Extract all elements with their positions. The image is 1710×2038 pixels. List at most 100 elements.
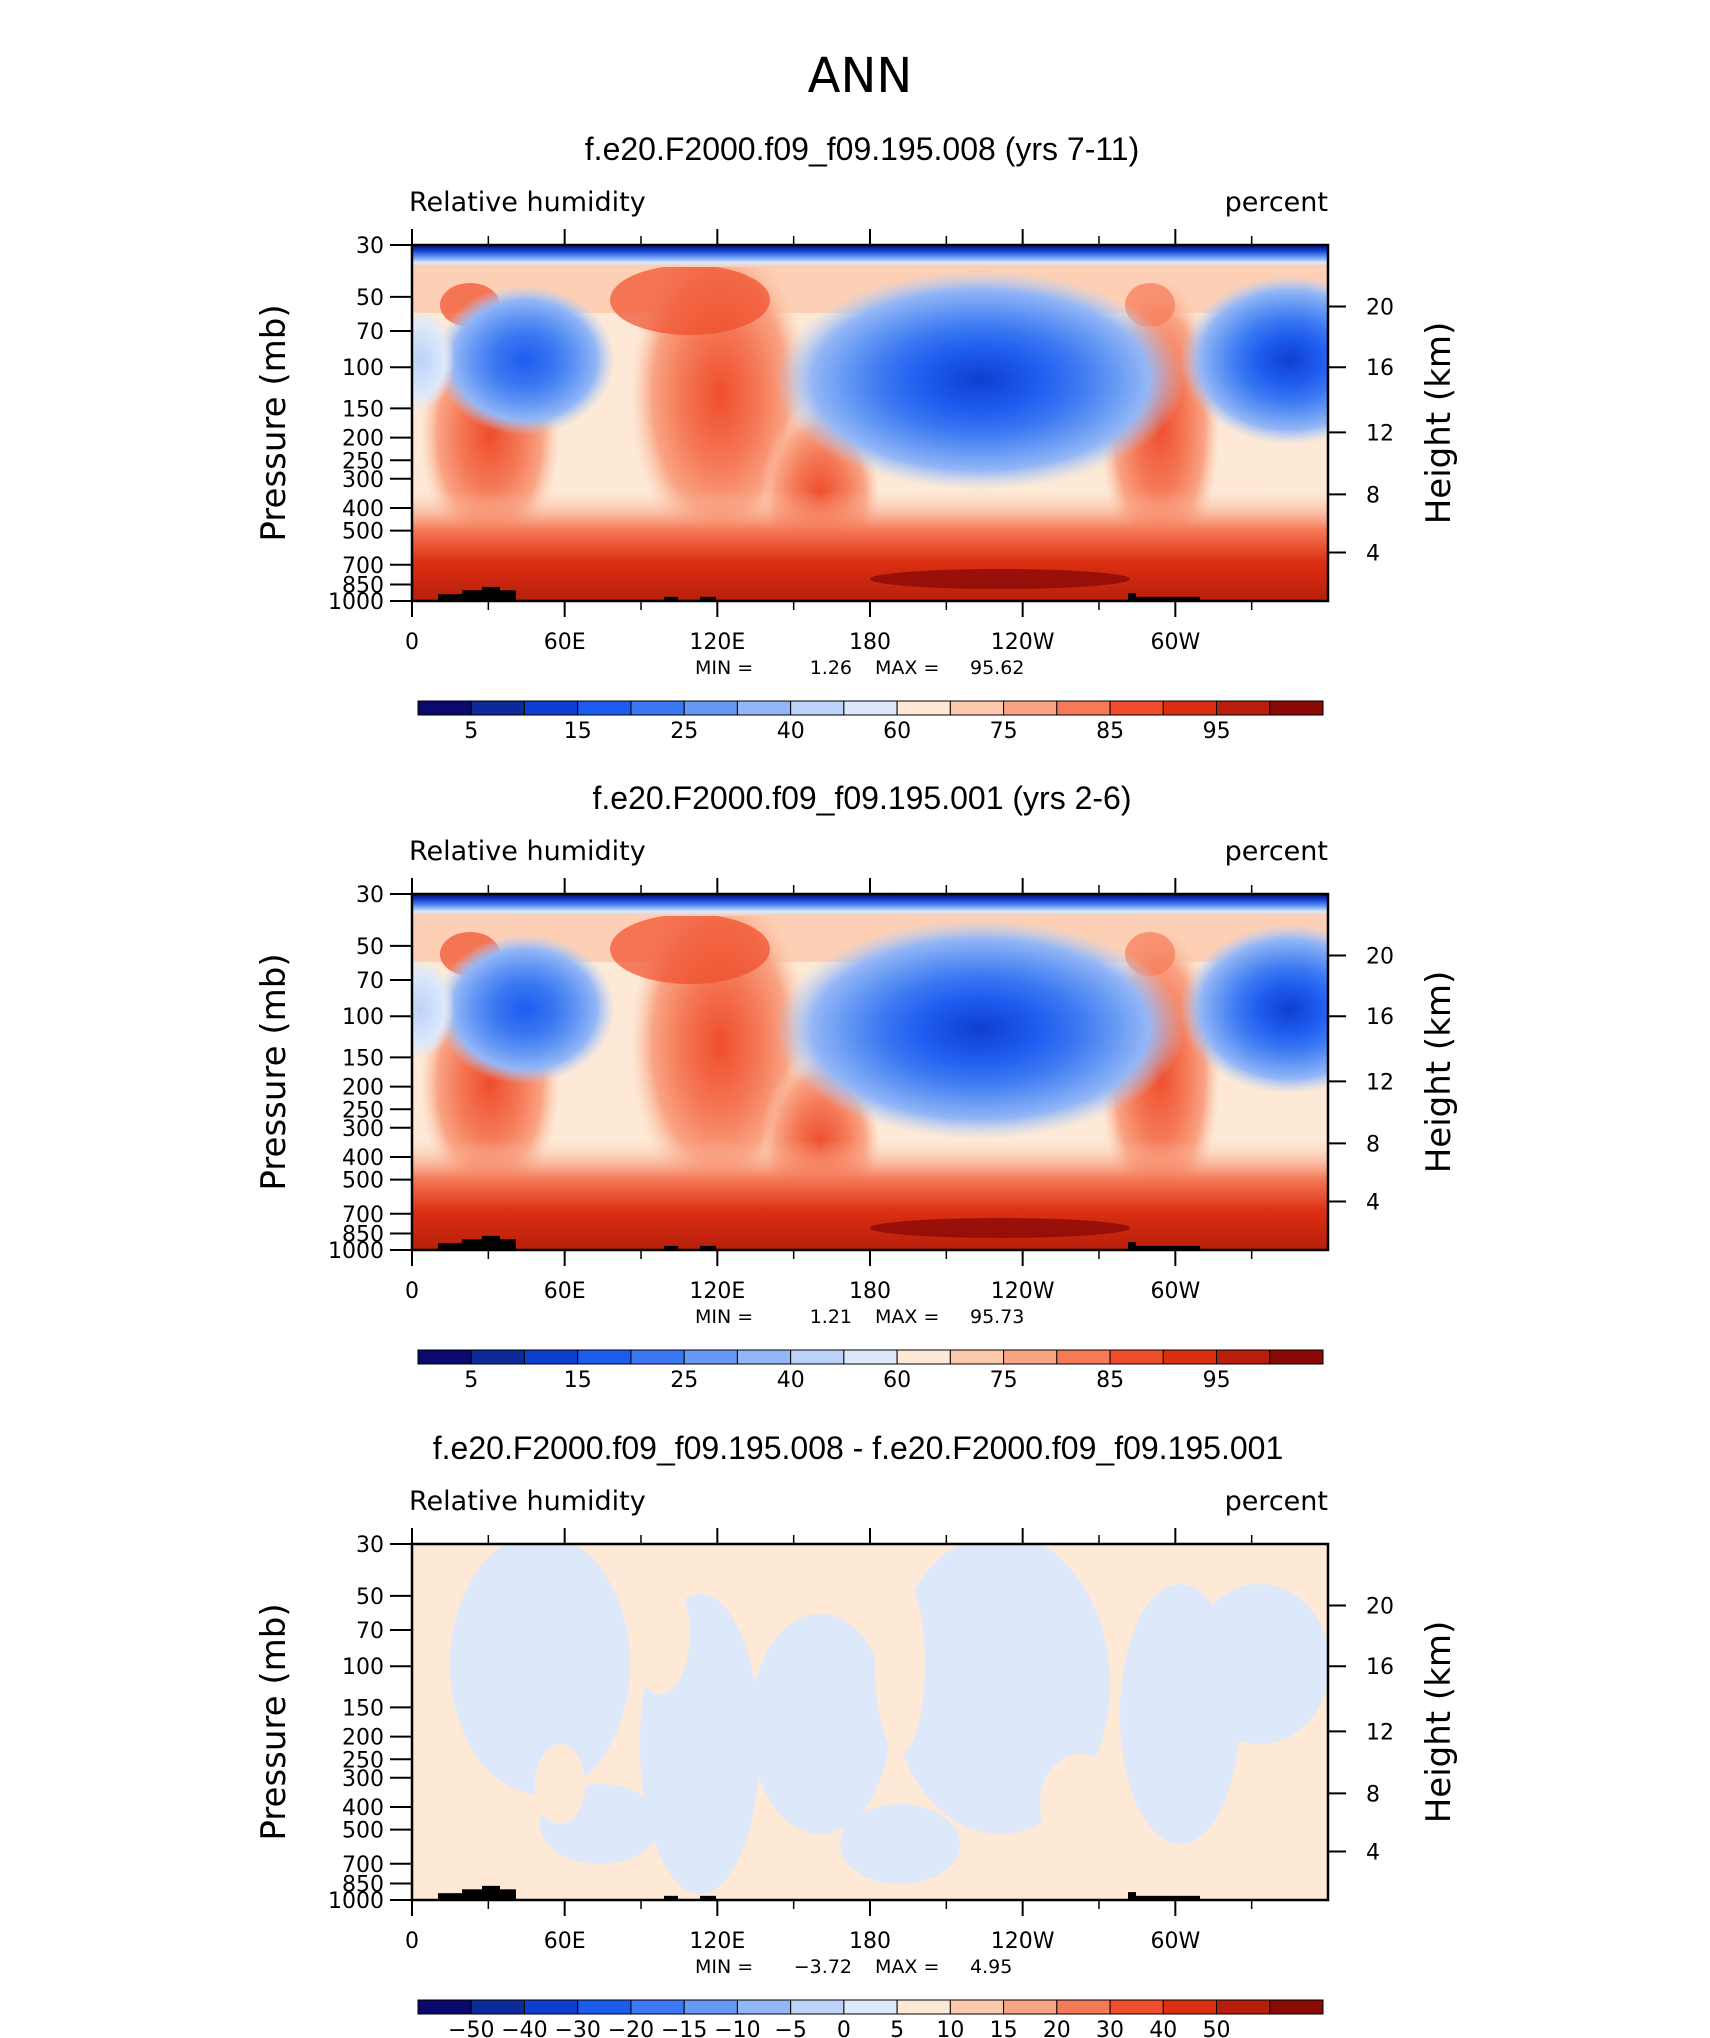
y2-tick-label: 8 xyxy=(1366,1782,1380,1807)
colorbar-swatch xyxy=(896,1349,951,1365)
y2-tick-label: 12 xyxy=(1366,421,1394,446)
y-tick-label: 200 xyxy=(342,1726,384,1751)
colorbar-swatch xyxy=(843,700,898,716)
colorbar-swatch xyxy=(790,1349,845,1365)
colorbar-swatch xyxy=(790,1999,845,2015)
x-tick-label: 180 xyxy=(849,1279,891,1304)
y-tick-label: 150 xyxy=(342,397,384,422)
panel-title: f.e20.F2000.f09_f09.195.008 - f.e20.F200… xyxy=(433,1430,1283,1466)
colorbar-swatch xyxy=(1056,1999,1111,2015)
colorbar-label: −10 xyxy=(714,2018,760,2038)
y-tick-label: 30 xyxy=(356,1533,384,1558)
min-value: 1.26 xyxy=(810,657,852,679)
topography-mask xyxy=(462,1239,482,1250)
colorbar-label: 15 xyxy=(564,1368,592,1393)
colorbar-label: 25 xyxy=(670,719,698,744)
y-tick-label: 1000 xyxy=(328,1889,384,1914)
max-label: MAX = xyxy=(875,1956,939,1978)
colorbar-label: 5 xyxy=(464,1368,478,1393)
panel-title: f.e20.F2000.f09_f09.195.001 (yrs 2-6) xyxy=(592,780,1131,816)
y-tick-label: 100 xyxy=(342,356,384,381)
y-tick-label: 70 xyxy=(356,320,384,345)
left-string: Relative humidity xyxy=(409,1486,646,1517)
colorbar-swatch xyxy=(843,1349,898,1365)
colorbar-label: 40 xyxy=(777,1368,805,1393)
colorbar-swatch xyxy=(1003,1349,1058,1365)
y-tick-label: 150 xyxy=(342,1696,384,1721)
colorbar-swatch xyxy=(736,700,792,716)
y-tick-label: 1000 xyxy=(328,590,384,615)
colorbar-swatch xyxy=(949,1349,1005,1365)
y2-tick-label: 16 xyxy=(1366,1655,1394,1680)
y-tick-label: 300 xyxy=(342,1767,384,1792)
colorbar-swatch xyxy=(1109,1999,1164,2015)
colorbar-label: 40 xyxy=(777,719,805,744)
colorbar-swatch xyxy=(683,1999,738,2015)
colorbar-label: 95 xyxy=(1203,719,1231,744)
y-tick-label: 250 xyxy=(342,1748,384,1773)
colorbar-label: 85 xyxy=(1096,719,1124,744)
x-tick-label: 60E xyxy=(544,1929,586,1954)
topography-mask xyxy=(664,1245,678,1250)
colorbar-label: 75 xyxy=(990,719,1018,744)
x-tick-label: 180 xyxy=(849,630,891,655)
colorbar-swatch xyxy=(523,1349,579,1365)
chart-panel-3: f.e20.F2000.f09_f09.195.008 - f.e20.F200… xyxy=(254,1430,1459,2038)
topography-mask xyxy=(462,590,482,601)
y-tick-label: 850 xyxy=(342,1873,384,1898)
y-tick-label: 850 xyxy=(342,1223,384,1248)
colorbar-swatch xyxy=(843,1999,898,2015)
y-tick-label: 30 xyxy=(356,883,384,908)
min-label: MIN = xyxy=(695,657,753,679)
y-tick-label: 500 xyxy=(342,520,384,545)
y-tick-label: 500 xyxy=(342,1819,384,1844)
y-tick-label: 50 xyxy=(356,286,384,311)
colorbar-swatch xyxy=(1269,1349,1324,1365)
topography-mask xyxy=(462,1889,482,1900)
colorbar-label: 0 xyxy=(837,2018,851,2038)
x-tick-label: 120W xyxy=(991,1279,1055,1304)
min-label: MIN = xyxy=(695,1956,753,1978)
colorbar-label: 10 xyxy=(936,2018,964,2038)
colorbar-swatch xyxy=(1269,700,1324,716)
x-tick-label: 120E xyxy=(689,1279,745,1304)
x-tick-label: 0 xyxy=(405,1929,419,1954)
chart-panel-1: f.e20.F2000.f09_f09.195.008 (yrs 7-11) Re… xyxy=(254,131,1459,744)
colorbar-label: 50 xyxy=(1203,2018,1231,2038)
right-string: percent xyxy=(1225,836,1328,867)
colorbar-swatch xyxy=(577,1999,632,2015)
colorbar-swatch xyxy=(470,1999,525,2015)
y2-tick-label: 16 xyxy=(1366,1005,1394,1030)
min-label: MIN = xyxy=(695,1306,753,1328)
right-string: percent xyxy=(1225,187,1328,218)
topography-mask xyxy=(482,586,500,601)
colorbar-swatch xyxy=(417,1999,472,2015)
colorbar-label: 20 xyxy=(1043,2018,1071,2038)
x-tick-label: 60W xyxy=(1150,1279,1200,1304)
y2-axis-label: Height (km) xyxy=(1419,971,1459,1174)
colorbar-swatch xyxy=(1216,1349,1271,1365)
colorbar-swatch xyxy=(417,700,472,716)
y-tick-label: 1000 xyxy=(328,1239,384,1264)
y2-axis-label: Height (km) xyxy=(1419,1621,1459,1824)
colorbar-swatch xyxy=(683,700,738,716)
topography-mask xyxy=(664,1895,678,1900)
x-tick-label: 120W xyxy=(991,1929,1055,1954)
right-string: percent xyxy=(1225,1486,1328,1517)
colorbar-label: 60 xyxy=(883,719,911,744)
x-tick-label: 120E xyxy=(689,1929,745,1954)
y-tick-label: 200 xyxy=(342,427,384,452)
y-tick-label: 50 xyxy=(356,935,384,960)
colorbar-label: 85 xyxy=(1096,1368,1124,1393)
y2-tick-label: 4 xyxy=(1366,1190,1380,1215)
colorbar-swatch xyxy=(630,1999,685,2015)
colorbar-swatch xyxy=(790,700,845,716)
y-tick-label: 200 xyxy=(342,1076,384,1101)
y-tick-label: 250 xyxy=(342,1098,384,1123)
topography-mask xyxy=(500,1889,516,1900)
y2-axis-label: Height (km) xyxy=(1419,322,1459,525)
panel-title: f.e20.F2000.f09_f09.195.008 (yrs 7-11) xyxy=(585,131,1139,167)
y-tick-label: 100 xyxy=(342,1655,384,1680)
y-tick-label: 500 xyxy=(342,1169,384,1194)
